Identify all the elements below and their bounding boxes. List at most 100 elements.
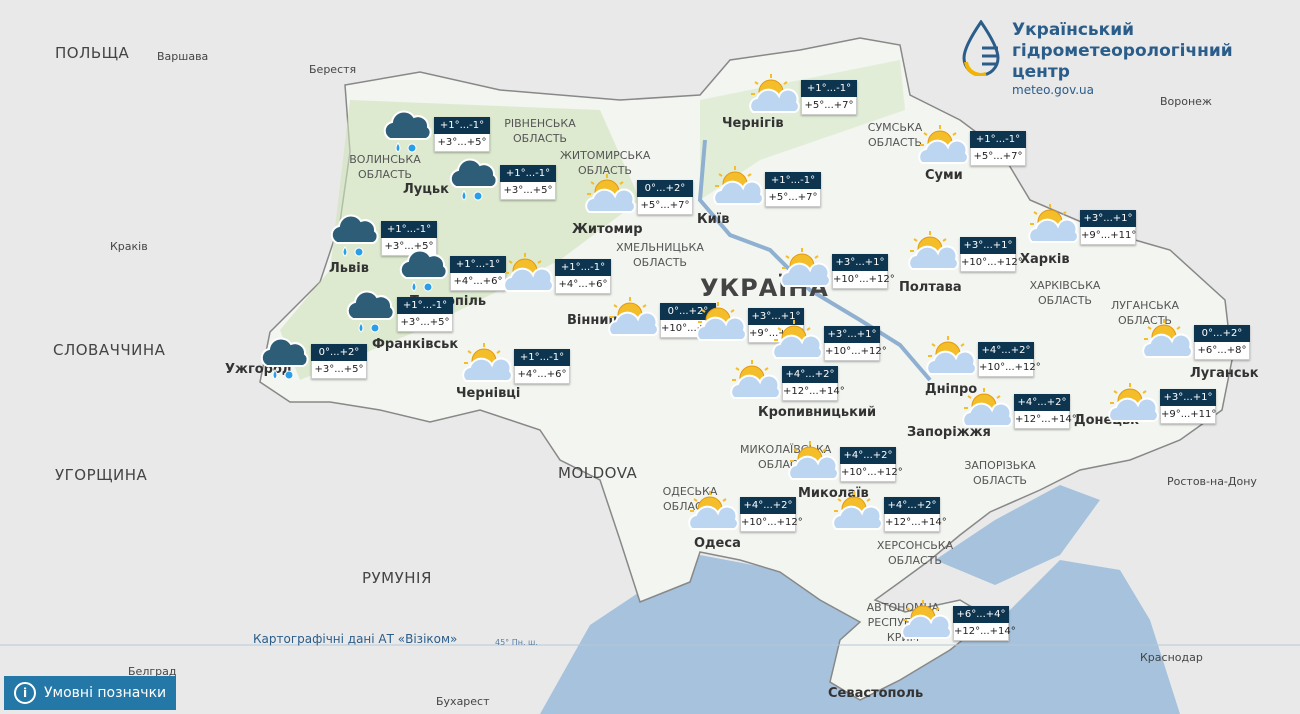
partly-cloudy-sun-icon[interactable]	[694, 300, 750, 348]
foreign-city-label: Варшава	[157, 50, 209, 63]
partly-cloudy-sun-icon[interactable]	[501, 251, 557, 299]
day-temperature: +4°...+6°	[514, 366, 570, 384]
legend-button[interactable]: i Умовні позначки	[4, 676, 177, 710]
day-temperature: +12°...+14°	[953, 623, 1016, 641]
day-temperature: +10°...+12°	[960, 254, 1023, 272]
azov-sea	[935, 485, 1100, 585]
day-temperature: +12°...+14°	[1014, 411, 1077, 429]
day-temperature: +5°...+7°	[637, 197, 693, 215]
latitude-label: 45° Пн. ш.	[495, 638, 538, 647]
night-temperature: +3°...+1°	[1080, 210, 1136, 227]
partly-cloudy-sun-icon[interactable]	[899, 598, 955, 646]
forecast-box[interactable]: 0°...+2° +5°...+7°	[637, 180, 693, 215]
night-temperature: 0°...+2°	[637, 180, 693, 197]
forecast-box[interactable]: +1°...-1° +5°...+7°	[801, 80, 857, 115]
partly-cloudy-sun-icon[interactable]	[916, 123, 972, 171]
forecast-box[interactable]: +1°...-1° +3°...+5°	[434, 117, 490, 152]
forecast-box[interactable]: +3°...+1° +9°...+11°	[1080, 210, 1136, 245]
forecast-box[interactable]: +1°...-1° +4°...+6°	[450, 256, 506, 291]
partly-cloudy-sun-icon[interactable]	[960, 386, 1016, 434]
forecast-box[interactable]: +1°...-1° +3°...+5°	[397, 297, 453, 332]
forecast-box[interactable]: +3°...+1° +9°...+11°	[1160, 389, 1216, 424]
night-temperature: +3°...+1°	[832, 254, 888, 271]
day-temperature: +5°...+7°	[765, 189, 821, 207]
forecast-box[interactable]: +4°...+2° +10°...+12°	[840, 447, 903, 482]
partly-cloudy-sun-icon[interactable]	[583, 172, 639, 220]
city-label: Кропивницький	[758, 405, 877, 420]
forecast-box[interactable]: +3°...+1° +10°...+12°	[832, 254, 895, 289]
city-label: Франківськ	[372, 337, 459, 352]
partly-cloudy-sun-icon[interactable]	[786, 439, 842, 487]
legend-button-label: Умовні позначки	[44, 685, 167, 701]
partly-cloudy-sun-icon[interactable]	[1106, 381, 1162, 429]
forecast-box[interactable]: +1°...-1° +4°...+6°	[514, 349, 570, 384]
night-temperature: +1°...-1°	[765, 172, 821, 189]
forecast-box[interactable]: +1°...-1° +3°...+5°	[500, 165, 556, 200]
night-temperature: +4°...+2°	[840, 447, 896, 464]
forecast-box[interactable]: +6°...+4° +12°...+14°	[953, 606, 1016, 641]
forecast-box[interactable]: +3°...+1° +10°...+12°	[960, 237, 1023, 272]
city-label: Житомир	[572, 222, 643, 237]
night-temperature: +4°...+2°	[782, 366, 838, 383]
city-label: Луганськ	[1190, 366, 1259, 381]
night-temperature: +4°...+2°	[884, 497, 940, 514]
night-temperature: +6°...+4°	[953, 606, 1009, 623]
forecast-box[interactable]: +1°...-1° +5°...+7°	[765, 172, 821, 207]
city-label: Полтава	[899, 280, 962, 295]
forecast-box[interactable]: 0°...+2° +3°...+5°	[311, 344, 367, 379]
partly-cloudy-sun-icon[interactable]	[747, 72, 803, 120]
city-label: Суми	[925, 168, 963, 183]
night-temperature: +1°...-1°	[434, 117, 490, 134]
partly-cloudy-sun-icon[interactable]	[606, 295, 662, 343]
forecast-box[interactable]: 0°...+2° +10°...+12°	[660, 303, 723, 338]
partly-cloudy-sun-icon[interactable]	[770, 318, 826, 366]
partly-cloudy-sun-icon[interactable]	[1140, 317, 1196, 365]
day-temperature: +10°...+12°	[832, 271, 895, 289]
logo[interactable]: Український гідрометеорологічний центр m…	[960, 20, 1233, 97]
logo-title-1: Український	[1012, 20, 1135, 40]
oblast-label: ВОЛИНСЬКА ОБЛАСТЬ	[349, 153, 421, 181]
day-temperature: +10°...+12°	[840, 464, 903, 482]
partly-cloudy-sun-icon[interactable]	[686, 489, 742, 537]
forecast-box[interactable]: 0°...+2° +6°...+8°	[1194, 325, 1250, 360]
night-temperature: 0°...+2°	[660, 303, 716, 320]
forecast-box[interactable]: +4°...+2° +10°...+12°	[978, 342, 1041, 377]
forecast-box[interactable]: +4°...+2° +12°...+14°	[884, 497, 947, 532]
forecast-box[interactable]: +1°...-1° +4°...+6°	[555, 259, 611, 294]
partly-cloudy-sun-icon[interactable]	[460, 341, 516, 389]
forecast-box[interactable]: +4°...+2° +12°...+14°	[782, 366, 845, 401]
city-label: Харків	[1020, 252, 1070, 267]
city-label: Запоріжжя	[907, 425, 991, 440]
day-temperature: +10°...+12°	[824, 343, 887, 361]
partly-cloudy-sun-icon[interactable]	[1026, 202, 1082, 250]
night-temperature: +4°...+2°	[1014, 394, 1070, 411]
forecast-box[interactable]: +3°...+1° +10°...+12°	[824, 326, 887, 361]
rain-snow-cloud-icon[interactable]	[380, 109, 436, 157]
partly-cloudy-sun-icon[interactable]	[906, 229, 962, 277]
forecast-box[interactable]: +1°...-1° +5°...+7°	[970, 131, 1026, 166]
night-temperature: +4°...+2°	[978, 342, 1034, 359]
city-label: Чернігів	[722, 116, 784, 131]
forecast-box[interactable]: +4°...+2° +12°...+14°	[1014, 394, 1077, 429]
foreign-city-label: Белград	[128, 665, 177, 678]
rain-snow-cloud-icon[interactable]	[343, 289, 399, 337]
partly-cloudy-sun-icon[interactable]	[924, 334, 980, 382]
logo-drop-icon	[962, 20, 1000, 76]
partly-cloudy-sun-icon[interactable]	[711, 164, 767, 212]
day-temperature: +5°...+7°	[801, 97, 857, 115]
partly-cloudy-sun-icon[interactable]	[830, 489, 886, 537]
rain-snow-cloud-icon[interactable]	[257, 336, 313, 384]
rain-snow-cloud-icon[interactable]	[327, 213, 383, 261]
partly-cloudy-sun-icon[interactable]	[778, 246, 834, 294]
day-temperature: +9°...+11°	[1080, 227, 1136, 245]
rain-snow-cloud-icon[interactable]	[446, 157, 502, 205]
city-label: Львів	[329, 261, 369, 276]
city-label: Чернівці	[456, 386, 521, 401]
night-temperature: +3°...+1°	[824, 326, 880, 343]
forecast-box[interactable]: +4°...+2° +10°...+12°	[740, 497, 803, 532]
logo-url[interactable]: meteo.gov.ua	[1012, 83, 1095, 97]
rain-snow-cloud-icon[interactable]	[396, 248, 452, 296]
night-temperature: +3°...+1°	[1160, 389, 1216, 406]
partly-cloudy-sun-icon[interactable]	[728, 358, 784, 406]
